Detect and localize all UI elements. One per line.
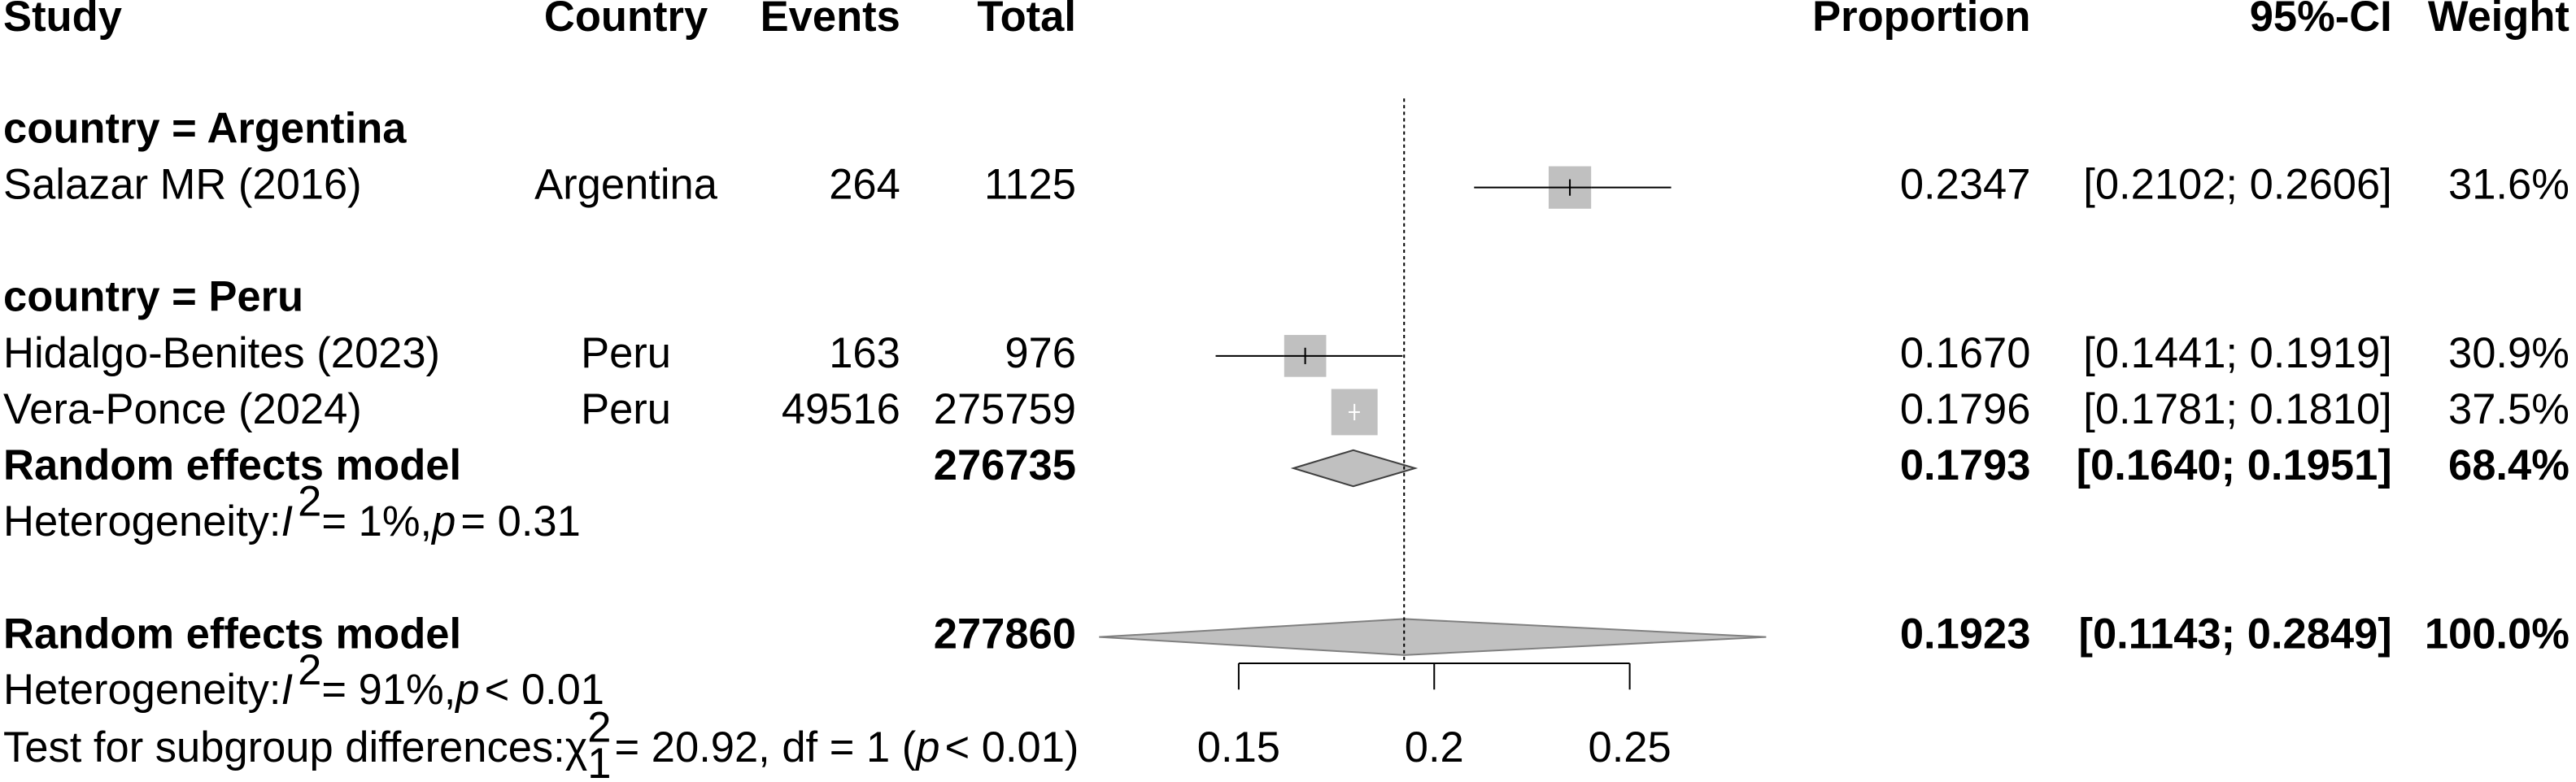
stat-text: Test for subgroup differences:	[3, 723, 565, 771]
model-ci: [0.1640; 0.1951]	[2077, 441, 2392, 489]
stat-text: χ	[565, 723, 588, 771]
study-events: 49516	[782, 385, 900, 433]
subgroup-label: country = Argentina	[3, 104, 407, 152]
model-weight: 68.4%	[2448, 441, 2569, 489]
model-diamond	[1290, 449, 1419, 488]
study-ci: [0.2102; 0.2606]	[2083, 161, 2392, 209]
study-weight: 31.6%	[2448, 161, 2569, 209]
stat-text: p	[430, 497, 455, 545]
study-events: 163	[829, 329, 900, 377]
column-header: Country	[544, 0, 708, 41]
study-proportion: 0.1670	[1900, 329, 2031, 377]
study-total: 1125	[984, 161, 1076, 209]
study-ci: [0.1781; 0.1810]	[2083, 385, 2392, 433]
model-weight: 100.0%	[2425, 610, 2569, 658]
stat-text: Heterogeneity:	[3, 666, 281, 714]
x-tick-label: 0.15	[1197, 723, 1280, 771]
column-header: Weight	[2428, 0, 2569, 41]
model-name: Random effects model	[3, 610, 461, 658]
x-tick-label: 0.25	[1589, 723, 1672, 771]
model-ci: [0.1143; 0.2849]	[2078, 610, 2391, 658]
stat-text: 2	[298, 646, 321, 694]
model-proportion: 0.1923	[1900, 610, 2031, 658]
study-total: 976	[1005, 329, 1076, 377]
x-tick-label: 0.2	[1405, 723, 1464, 771]
stat-text: Heterogeneity:	[3, 497, 281, 545]
study-ci: [0.1441; 0.1919]	[2083, 329, 2392, 377]
study-weight: 30.9%	[2448, 329, 2569, 377]
stat-text: I	[281, 666, 294, 714]
study-name: Vera-Ponce (2024)	[3, 385, 362, 433]
model-diamond	[1099, 618, 1767, 656]
column-header: Total	[977, 0, 1076, 41]
column-header: Study	[3, 0, 122, 41]
stat-text: = 1%,	[321, 497, 432, 545]
study-country: Argentina	[534, 161, 718, 209]
stat-text: = 91%,	[321, 666, 455, 714]
stat-text: < 0.01)	[945, 723, 1079, 771]
study-proportion: 0.1796	[1900, 385, 2031, 433]
stat-text: I	[281, 497, 294, 545]
study-country: Peru	[581, 329, 671, 377]
study-events: 264	[829, 161, 900, 209]
stat-text: 2	[298, 478, 321, 526]
model-total: 277860	[934, 610, 1076, 658]
column-header: Events	[761, 0, 900, 41]
model-proportion: 0.1793	[1900, 441, 2031, 489]
stat-text: = 20.92, df = 1 (	[615, 723, 917, 771]
model-total: 276735	[934, 441, 1076, 489]
stat-text: p	[914, 723, 939, 771]
study-weight: 37.5%	[2448, 385, 2569, 433]
stat-text: 1	[587, 740, 611, 782]
study-name: Salazar MR (2016)	[3, 161, 362, 209]
stat-text: < 0.01	[485, 666, 604, 714]
column-header: Proportion	[1812, 0, 2030, 41]
stat-text: 2	[587, 704, 611, 752]
column-header: 95%-CI	[2250, 0, 2392, 41]
study-total: 275759	[934, 385, 1076, 433]
study-name: Hidalgo-Benites (2023)	[3, 329, 440, 377]
stat-text: = 0.31	[460, 497, 580, 545]
model-name: Random effects model	[3, 441, 461, 489]
study-country: Peru	[581, 385, 671, 433]
subgroup-label: country = Peru	[3, 273, 303, 321]
stat-text: p	[454, 666, 479, 714]
study-proportion: 0.2347	[1900, 161, 2031, 209]
